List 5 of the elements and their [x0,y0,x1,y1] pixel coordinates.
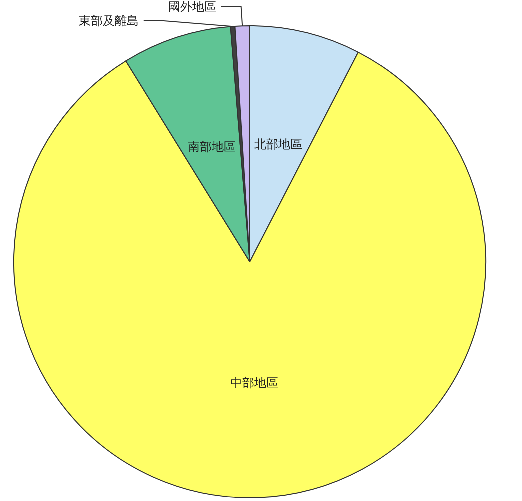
slice-label: 東部及離島 [78,14,139,28]
slice-label: 中部地區 [230,376,279,390]
slice-label: 國外地區 [168,0,216,14]
slice-label: 北部地區 [254,137,303,152]
slice-label: 南部地區 [188,140,236,154]
